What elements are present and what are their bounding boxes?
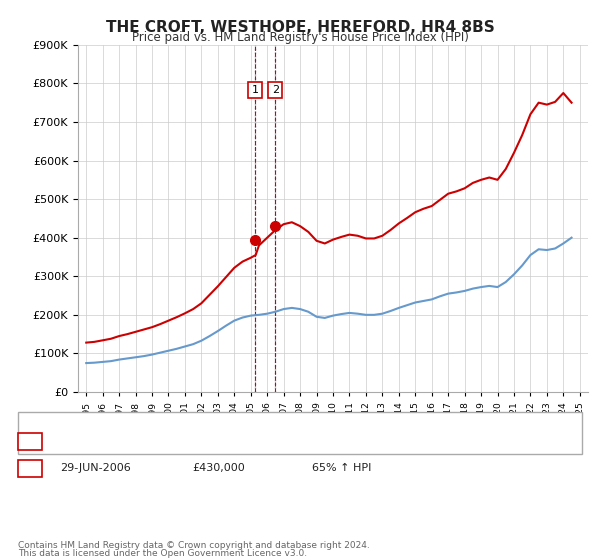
Text: 08-APR-2005: 08-APR-2005 (60, 436, 131, 446)
Text: £430,000: £430,000 (192, 463, 245, 473)
Text: 2: 2 (26, 463, 34, 473)
Text: This data is licensed under the Open Government Licence v3.0.: This data is licensed under the Open Gov… (18, 549, 307, 558)
Text: ——: —— (36, 421, 64, 435)
Text: 2: 2 (272, 85, 279, 95)
Text: 65% ↑ HPI: 65% ↑ HPI (312, 463, 371, 473)
Text: 62% ↑ HPI: 62% ↑ HPI (312, 436, 371, 446)
Text: THE CROFT, WESTHOPE, HEREFORD, HR4 8BS (detached house): THE CROFT, WESTHOPE, HEREFORD, HR4 8BS (… (72, 412, 406, 422)
Text: Price paid vs. HM Land Registry's House Price Index (HPI): Price paid vs. HM Land Registry's House … (131, 31, 469, 44)
Text: 1: 1 (251, 85, 259, 95)
Text: HPI: Average price, detached house, Herefordshire: HPI: Average price, detached house, Here… (72, 423, 336, 433)
Text: £395,000: £395,000 (192, 436, 245, 446)
Text: 1: 1 (26, 436, 34, 446)
Text: Contains HM Land Registry data © Crown copyright and database right 2024.: Contains HM Land Registry data © Crown c… (18, 541, 370, 550)
Text: 29-JUN-2006: 29-JUN-2006 (60, 463, 131, 473)
Text: ——: —— (36, 410, 64, 424)
Text: THE CROFT, WESTHOPE, HEREFORD, HR4 8BS: THE CROFT, WESTHOPE, HEREFORD, HR4 8BS (106, 20, 494, 35)
